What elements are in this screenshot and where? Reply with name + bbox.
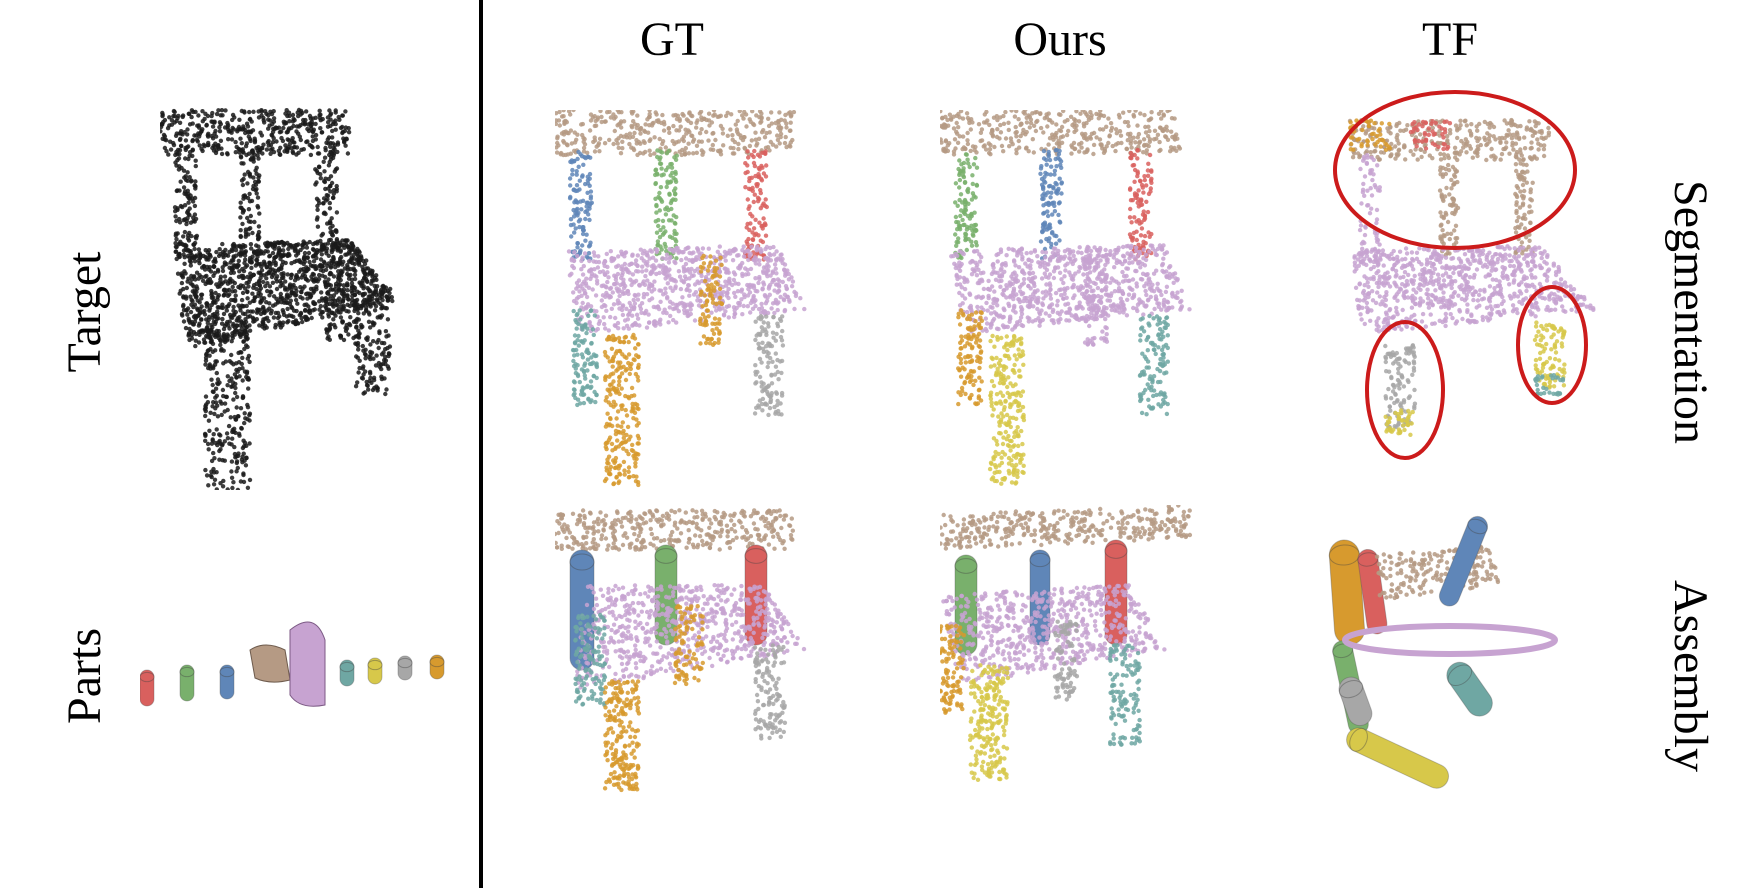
part-yellow — [1346, 727, 1450, 789]
seat — [949, 243, 1192, 334]
part-gray — [1338, 676, 1373, 727]
ours-assembly-chair — [940, 505, 1193, 782]
leg-gray — [1052, 619, 1080, 702]
back-rail — [940, 110, 1183, 157]
parts-row — [140, 621, 445, 707]
label-target: Target — [58, 251, 111, 373]
part-orange — [429, 654, 445, 680]
seat — [566, 244, 807, 334]
part-seat — [1342, 623, 1558, 657]
part-teal — [339, 659, 355, 687]
seat — [941, 583, 1167, 683]
part-green — [179, 664, 195, 702]
back-post-1 — [567, 149, 594, 262]
leg-orange-front — [602, 679, 642, 793]
label-assembly: Assembly — [1664, 580, 1717, 772]
target-chart-pointcloud — [160, 107, 395, 490]
leg-teal — [573, 612, 608, 708]
leg-back-right — [697, 253, 724, 347]
leg-back-right — [1082, 253, 1110, 347]
label-segmentation: Segmentation — [1664, 180, 1717, 444]
leg-front-left — [987, 333, 1027, 486]
leg-orange — [940, 623, 967, 715]
gt-segmentation-chair — [555, 110, 807, 488]
header-ours: Ours — [1013, 13, 1107, 66]
back-post-2 — [653, 148, 679, 261]
highlight-back — [1333, 90, 1577, 250]
leg-back-left — [570, 308, 600, 408]
leg-front-left — [602, 332, 642, 488]
part-gray — [397, 655, 413, 681]
back-rail — [555, 110, 797, 158]
part-red — [1357, 548, 1388, 635]
leg-right — [1532, 320, 1567, 397]
part-yellow — [367, 657, 383, 685]
leg-gray — [752, 643, 788, 741]
back-rail — [1347, 117, 1552, 163]
leg-teal — [1107, 643, 1142, 747]
leg-yellow — [967, 663, 1011, 782]
header-tf: TF — [1421, 13, 1479, 66]
part-back-rail — [1374, 544, 1501, 601]
highlight-right-leg — [1516, 285, 1588, 405]
highlight-left-leg — [1365, 320, 1445, 460]
back-post-3 — [743, 148, 769, 262]
parts — [140, 621, 445, 707]
part-orange — [1328, 539, 1366, 646]
tf-chair — [1347, 117, 1596, 437]
leg-left — [1383, 343, 1418, 437]
leg-orange-back — [672, 603, 705, 687]
label-parts: Parts — [58, 628, 111, 724]
part-teal — [1446, 661, 1493, 717]
leg-front-right — [1137, 313, 1170, 417]
panel-divider — [479, 0, 483, 888]
post-red — [744, 544, 768, 646]
seat — [1352, 244, 1596, 334]
gt-assembly-chair — [555, 508, 807, 793]
seat — [575, 583, 807, 690]
leg-back-left — [956, 308, 985, 407]
part-red — [140, 669, 155, 707]
back-rail — [940, 505, 1193, 551]
leg-front-right — [752, 314, 786, 418]
part-seat — [289, 621, 326, 707]
back-rail — [555, 508, 795, 552]
ours-segmentation-chair — [940, 110, 1192, 486]
tf-segmentation-chair — [1333, 90, 1596, 460]
tf-parts — [1328, 515, 1558, 789]
tf-assembly-parts — [1328, 515, 1558, 789]
header-gt: GT — [640, 13, 704, 66]
part-blue — [219, 664, 235, 700]
back-post-1 — [953, 152, 980, 261]
back-posts — [1357, 153, 1535, 268]
part-blue — [1438, 515, 1488, 607]
part-back-rail — [249, 644, 291, 683]
target-points — [160, 107, 395, 490]
back-post-2 — [1038, 147, 1064, 262]
